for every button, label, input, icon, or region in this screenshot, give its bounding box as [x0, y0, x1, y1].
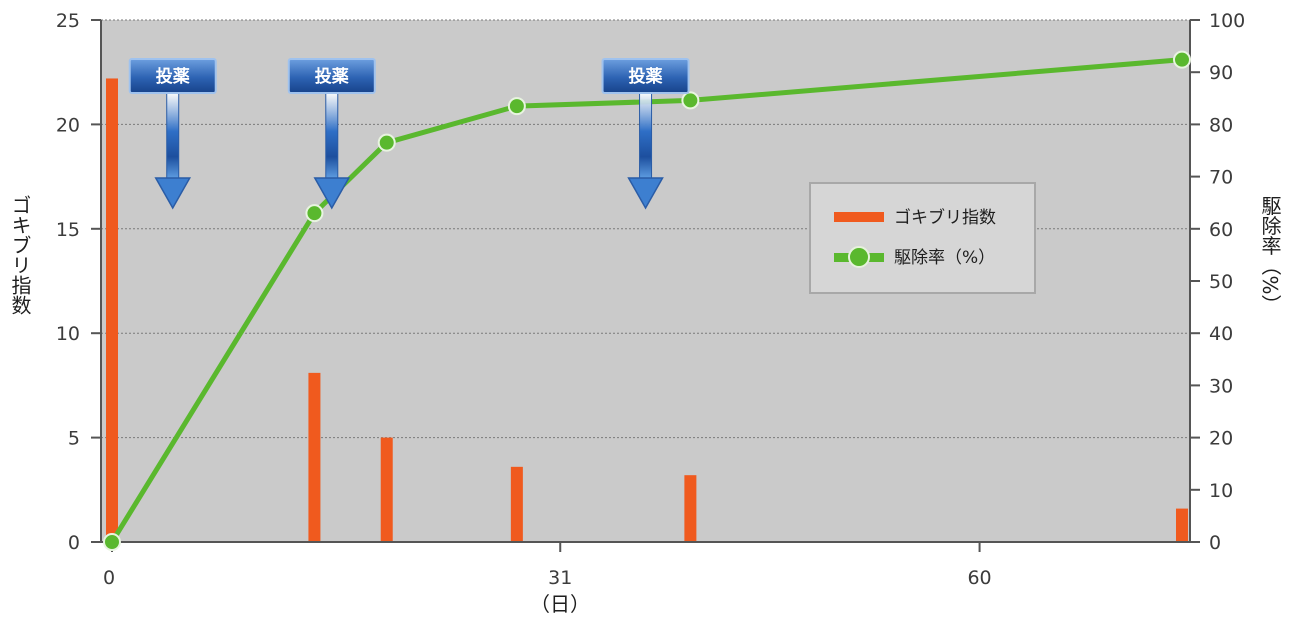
right-tick-label: 20: [1209, 428, 1233, 450]
arrow-shaft: [166, 92, 180, 179]
left-tick-label: 15: [56, 219, 80, 241]
annotation-label: 投薬: [629, 66, 663, 87]
line-point-1: [305, 204, 324, 223]
bar-4: [684, 475, 697, 542]
right-tick-label: 70: [1209, 167, 1233, 189]
annotation-1: 投薬: [287, 58, 376, 210]
legend-box: [809, 182, 1036, 294]
x-tick-label: 31: [548, 567, 572, 589]
right-tick-label: 50: [1209, 271, 1233, 293]
line-point-5: [1173, 50, 1191, 69]
down-arrow-icon: [627, 177, 664, 210]
legend-swatch-bar: [834, 212, 884, 222]
legend: ゴキブリ指数 駆除率（%）: [809, 182, 1036, 294]
annotation-label: 投薬: [315, 66, 349, 87]
left-tick-label: 5: [68, 428, 80, 450]
down-arrow-icon: [154, 177, 192, 210]
annotation-label: 投薬: [156, 66, 190, 87]
left-axis-label: ゴキブリ指数: [8, 195, 32, 315]
line-point-2: [377, 133, 396, 152]
legend-label-bar: ゴキブリ指数: [894, 207, 996, 228]
annotation-label-box: [601, 58, 690, 94]
legend-swatch-marker: [848, 246, 870, 268]
tick-labels: 0 5 10 15 20 25 0 10 20 30 40 50 60 70 80 90 100 0 31 60: [56, 10, 1245, 589]
right-tick-label: 100: [1209, 10, 1245, 32]
right-tick-label: 40: [1209, 323, 1233, 345]
bar-0: [106, 78, 118, 543]
left-tick-label: 25: [56, 10, 80, 32]
right-tick-label: 10: [1209, 480, 1233, 502]
annotation-label-box: [128, 58, 217, 94]
line-point-3: [507, 97, 526, 116]
right-tick-label: 0: [1209, 532, 1221, 554]
line-path: [109, 57, 1183, 544]
left-tick-label: 20: [56, 114, 80, 136]
annotation-2: 投薬: [601, 58, 690, 210]
right-tick-label: 30: [1209, 375, 1233, 397]
arrow-shaft: [639, 92, 653, 179]
bar-series: [106, 78, 1188, 543]
left-tick-label: 10: [56, 323, 80, 345]
axes: [91, 19, 1200, 552]
line-point-4: [681, 91, 700, 110]
right-axis-label: 駆除率（%）: [1258, 195, 1282, 314]
line-point-0: [103, 533, 121, 551]
line-series: [103, 50, 1191, 551]
arrow-shaft: [325, 92, 339, 179]
left-tick-label: 0: [68, 532, 80, 554]
annotations: 投薬 投薬 投薬: [128, 58, 690, 210]
down-arrow-icon: [313, 177, 351, 210]
annotation-0: 投薬: [128, 58, 217, 210]
bar-2: [380, 437, 393, 542]
right-tick-label: 90: [1209, 62, 1233, 84]
annotation-label-box: [287, 58, 376, 94]
bar-1: [308, 372, 321, 542]
x-axis-unit-label: （日）: [530, 592, 590, 616]
x-tick-label: 60: [967, 567, 991, 589]
right-tick-label: 60: [1209, 219, 1233, 241]
bar-3: [510, 466, 523, 542]
bar-5: [1176, 508, 1188, 542]
right-tick-label: 80: [1209, 114, 1233, 136]
legend-label-line: 駆除率（%）: [894, 248, 995, 268]
x-tick-label: 0: [103, 567, 115, 589]
